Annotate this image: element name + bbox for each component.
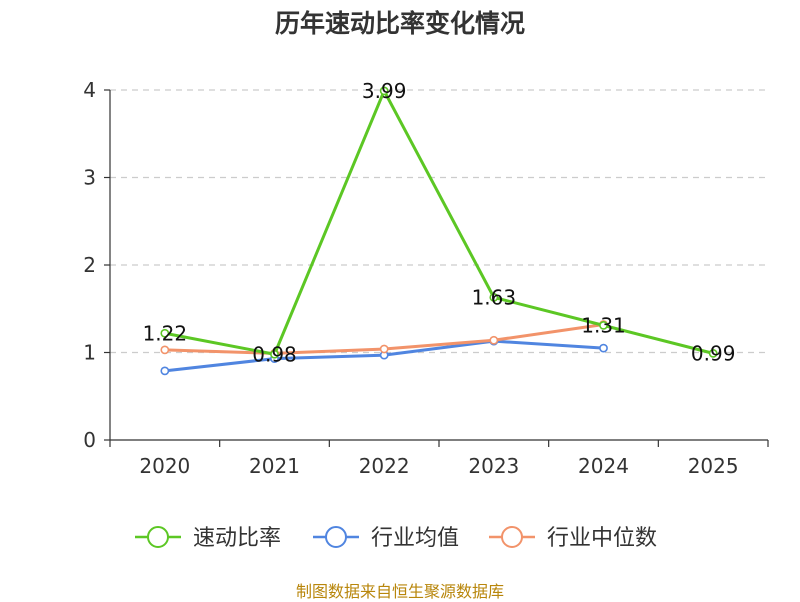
data-point <box>599 320 608 330</box>
legend-label: 速动比率 <box>193 526 281 551</box>
x-tick-label: 2021 <box>249 454 300 478</box>
data-point <box>708 348 718 358</box>
x-tick-label: 2024 <box>578 454 629 478</box>
legend-marker <box>325 526 347 548</box>
data-label: 0.98 <box>252 342 297 366</box>
data-point <box>599 343 608 353</box>
x-tick-label: 2022 <box>359 454 410 478</box>
data-point <box>270 349 279 359</box>
data-label: 3.99 <box>362 79 407 103</box>
y-tick-label: 3 <box>83 166 96 190</box>
legend-label: 行业中位数 <box>547 526 657 551</box>
data-label: 1.31 <box>581 313 626 337</box>
data-point <box>160 328 170 338</box>
legend-marker <box>501 526 523 548</box>
data-point <box>489 292 499 302</box>
data-label: 1.22 <box>143 321 188 345</box>
legend-label: 行业均值 <box>371 526 459 551</box>
y-tick-label: 1 <box>83 341 96 365</box>
data-point <box>379 86 389 96</box>
x-tick-label: 2023 <box>468 454 519 478</box>
series-line <box>164 89 714 356</box>
y-tick-label: 4 <box>83 78 96 102</box>
y-tick-label: 0 <box>83 428 96 452</box>
data-point <box>160 345 170 355</box>
legend-marker <box>147 526 169 548</box>
data-point <box>379 344 389 354</box>
source-note: 制图数据来自恒生聚源数据库 <box>295 582 504 601</box>
x-tick-label: 2020 <box>139 454 190 478</box>
y-tick-label: 2 <box>83 253 96 277</box>
data-label: 1.63 <box>472 285 517 309</box>
chart-title: 历年速动比率变化情况 <box>274 9 525 38</box>
data-label: 0.99 <box>691 341 736 365</box>
x-tick-label: 2025 <box>688 454 739 478</box>
data-point <box>160 366 170 376</box>
data-point <box>489 335 499 345</box>
